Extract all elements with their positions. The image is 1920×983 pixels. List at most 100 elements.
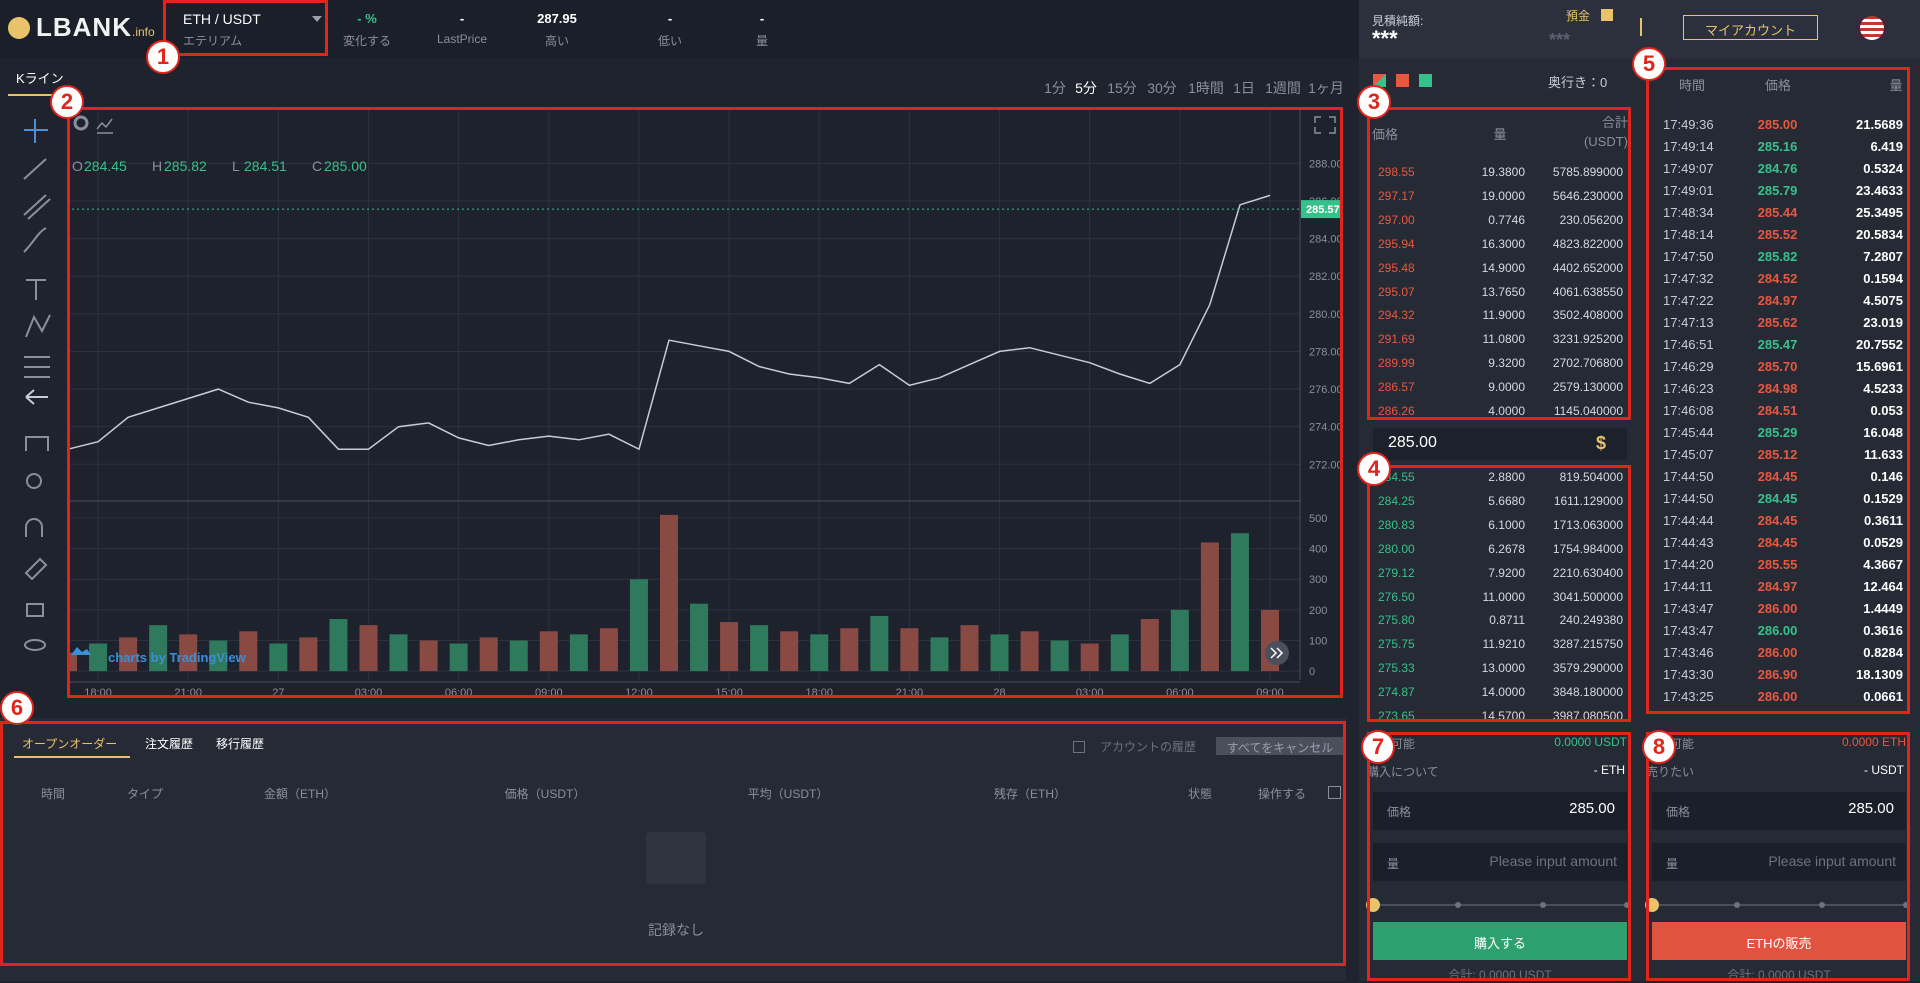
y-tick-label: 282.00 xyxy=(1309,271,1343,283)
slider-track[interactable] xyxy=(1652,904,1906,906)
deposit-plus[interactable] xyxy=(1601,9,1613,21)
ob-price[interactable]: 298.55 xyxy=(1378,165,1415,179)
ob-total: 2579.130000 xyxy=(1552,380,1623,395)
ob-price[interactable]: 294.32 xyxy=(1378,308,1415,323)
ob-amount: 6.1000 xyxy=(1488,517,1525,532)
trade-amount: 20.7552 xyxy=(1856,337,1903,352)
interval-button[interactable]: 1ヶ月 xyxy=(1308,80,1344,96)
ob-price[interactable]: 284.25 xyxy=(1378,493,1415,508)
volume-bar xyxy=(239,631,258,672)
volume-bar xyxy=(990,634,1009,672)
account[interactable]: マイアカウント xyxy=(1704,23,1796,38)
interval-button[interactable]: 30分 xyxy=(1147,80,1177,96)
y2-tick-label: 300 xyxy=(1309,574,1327,586)
ob-price[interactable]: 275.75 xyxy=(1378,637,1415,652)
slider-stop[interactable] xyxy=(1540,902,1546,908)
ob-price[interactable]: 297.17 xyxy=(1378,188,1415,203)
orders-tab[interactable]: 移行履歴 xyxy=(216,737,265,751)
depth-icon-bids[interactable] xyxy=(1419,74,1432,87)
ob-price[interactable]: 289.99 xyxy=(1378,356,1415,371)
slider-stop[interactable] xyxy=(1455,902,1461,908)
ob-price[interactable]: 291.69 xyxy=(1378,332,1415,347)
amount-input[interactable] xyxy=(1373,843,1627,881)
volume-bar xyxy=(1170,609,1189,672)
amount-input[interactable] xyxy=(1652,843,1906,881)
interval-button[interactable]: 1日 xyxy=(1233,80,1255,96)
ohlc-key: L xyxy=(232,158,240,174)
account-history[interactable]: アカウントの履歴 xyxy=(1100,740,1197,754)
ohlc-key: O xyxy=(72,158,83,174)
trade-amount: 15.6961 xyxy=(1856,359,1903,374)
trade-time: 17:43:46 xyxy=(1663,645,1714,660)
annotation-number: 5 xyxy=(1632,47,1666,81)
slider-stop[interactable] xyxy=(1819,902,1825,908)
depth-icon-asks[interactable] xyxy=(1396,74,1409,87)
volume-bar xyxy=(149,625,168,672)
trade-time: 17:43:25 xyxy=(1663,689,1714,704)
price-value: 285.00 xyxy=(1848,800,1894,817)
volume-bar xyxy=(479,637,498,672)
ob-price[interactable]: 275.33 xyxy=(1378,661,1415,676)
trade-time: 17:44:43 xyxy=(1663,535,1714,550)
depth-icon-both[interactable] xyxy=(1373,74,1386,87)
ob-price[interactable]: 280.83 xyxy=(1378,517,1415,532)
slider-track[interactable] xyxy=(1373,904,1627,906)
ob-total: 4823.822000 xyxy=(1552,236,1623,251)
deposit[interactable]: 預金 xyxy=(1566,9,1591,23)
logo-suffix: .info xyxy=(132,25,155,39)
annotation-box xyxy=(1367,107,1631,420)
select-all-checkbox[interactable] xyxy=(1328,786,1341,799)
ob-price[interactable]: 276.50 xyxy=(1378,589,1415,604)
flag-icon[interactable] xyxy=(1860,16,1884,40)
trade-price: 284.76 xyxy=(1757,161,1798,176)
price-input[interactable] xyxy=(1373,792,1627,830)
volume-bar xyxy=(449,643,468,672)
interval-button[interactable]: 15分 xyxy=(1107,80,1137,96)
interval-button[interactable]: 5分 xyxy=(1075,80,1097,96)
ob-total: 4061.638550 xyxy=(1552,284,1623,299)
submit-label[interactable]: ETHの販売 xyxy=(1746,936,1812,951)
ob-price[interactable]: 295.07 xyxy=(1378,284,1415,299)
trade-price: 286.00 xyxy=(1757,601,1798,616)
orders-tab[interactable]: オープンオーダー xyxy=(22,737,118,751)
chart-tab[interactable]: Kライン xyxy=(16,71,64,86)
slider-stop[interactable] xyxy=(1903,902,1909,908)
pair[interactable]: ETH / USDT xyxy=(183,11,261,27)
slider-stop[interactable] xyxy=(1624,902,1630,908)
ob-price[interactable]: 274.87 xyxy=(1378,685,1415,700)
price-input[interactable] xyxy=(1652,792,1906,830)
submit-button[interactable] xyxy=(1652,922,1906,960)
trade-time: 17:44:50 xyxy=(1663,469,1714,484)
orders-tab[interactable]: 注文履歴 xyxy=(145,737,194,751)
ob-total: 4402.652000 xyxy=(1552,260,1623,275)
trade-amount: 6.419 xyxy=(1870,139,1903,154)
ob-price[interactable]: 297.00 xyxy=(1378,212,1415,227)
ob-price[interactable]: 275.80 xyxy=(1378,613,1415,628)
ob-price[interactable]: 286.26 xyxy=(1378,404,1415,418)
cancel-all-button[interactable] xyxy=(1216,737,1344,755)
ob-price[interactable]: 295.94 xyxy=(1378,236,1415,251)
history-checkbox[interactable] xyxy=(1073,741,1085,753)
interval-button[interactable]: 1時間 xyxy=(1188,80,1224,96)
submit-button[interactable] xyxy=(1373,922,1627,960)
volume-bar xyxy=(660,514,678,672)
volume-bar xyxy=(179,634,198,672)
y-tick-label: 274.00 xyxy=(1309,422,1343,434)
interval-button[interactable]: 1分 xyxy=(1044,80,1066,96)
ob-price[interactable]: 286.57 xyxy=(1378,380,1415,395)
trade-price: 285.44 xyxy=(1757,205,1798,220)
x-tick-label: 06:00 xyxy=(445,687,473,698)
interval-button[interactable]: 1週間 xyxy=(1265,80,1301,96)
trades-header: 量 xyxy=(1889,78,1903,93)
ob-amount: 11.9000 xyxy=(1482,308,1526,323)
submit-label[interactable]: 購入する xyxy=(1473,936,1526,951)
ob-total: 3502.408000 xyxy=(1552,308,1623,323)
slider-stop[interactable] xyxy=(1734,902,1740,908)
account-button[interactable] xyxy=(1683,15,1818,40)
depth-select[interactable]: 奥行き：0 xyxy=(1548,75,1608,90)
cancel-all[interactable]: すべてをキャンセル xyxy=(1226,741,1334,755)
ob-price[interactable]: 280.00 xyxy=(1378,541,1415,556)
ob-price[interactable]: 295.48 xyxy=(1378,260,1415,275)
ob-price[interactable]: 279.12 xyxy=(1378,565,1415,580)
